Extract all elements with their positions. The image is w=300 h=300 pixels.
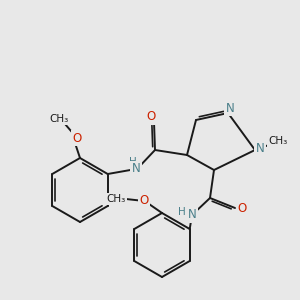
Text: H: H [129, 157, 137, 167]
Text: N: N [256, 142, 264, 154]
Text: O: O [140, 194, 148, 208]
Text: N: N [188, 208, 196, 221]
Text: O: O [146, 110, 156, 124]
Text: CH₃: CH₃ [268, 136, 288, 146]
Text: CH₃: CH₃ [106, 194, 126, 204]
Text: N: N [132, 163, 140, 176]
Text: O: O [72, 131, 82, 145]
Text: O: O [237, 202, 247, 214]
Text: CH₃: CH₃ [50, 114, 69, 124]
Text: N: N [226, 101, 234, 115]
Text: H: H [178, 207, 186, 217]
